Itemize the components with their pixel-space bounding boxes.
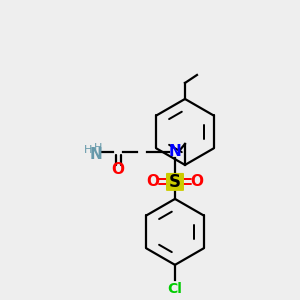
Text: O: O (146, 174, 160, 189)
Text: O: O (112, 162, 124, 177)
Text: N: N (169, 144, 182, 159)
Text: H: H (84, 145, 92, 155)
FancyBboxPatch shape (166, 173, 184, 191)
Text: H: H (94, 143, 102, 153)
Text: Cl: Cl (168, 282, 182, 296)
Text: S: S (169, 173, 181, 191)
Text: O: O (190, 174, 203, 189)
Text: N: N (90, 147, 102, 162)
